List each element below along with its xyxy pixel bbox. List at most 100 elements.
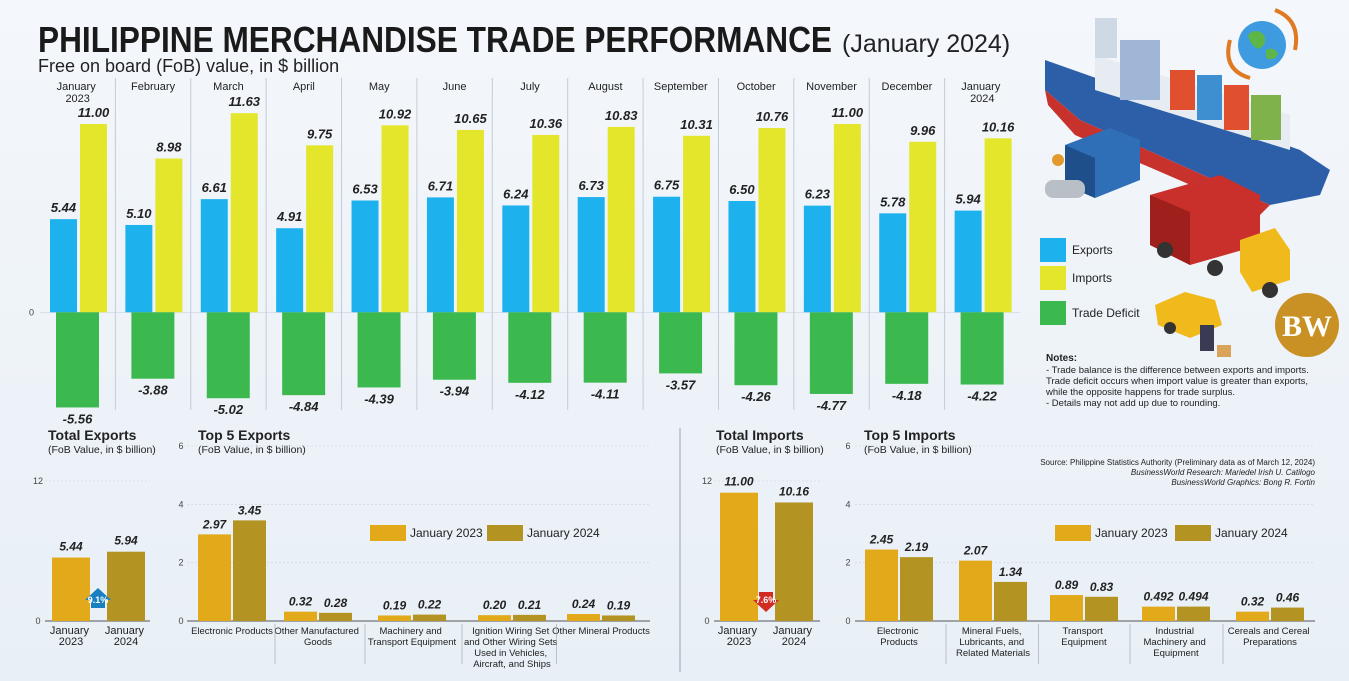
data-label: 0.22 xyxy=(418,598,442,612)
data-label: -4.84 xyxy=(289,399,319,414)
bar xyxy=(900,557,933,621)
bar xyxy=(125,225,152,312)
bar xyxy=(959,561,992,621)
y-tick-label: 2 xyxy=(178,558,183,568)
data-label: -3.94 xyxy=(440,384,470,399)
x-tick-label: August xyxy=(588,81,622,93)
chart-title: Total Imports xyxy=(716,427,804,443)
bar xyxy=(865,550,898,621)
data-label: 0.32 xyxy=(289,595,313,609)
bar xyxy=(378,615,411,621)
x-tick-label: Electronic Products xyxy=(191,626,273,637)
data-label: 0.19 xyxy=(607,598,631,612)
y-tick-label: 12 xyxy=(33,476,43,486)
y-tick-label: 4 xyxy=(845,499,850,509)
data-label: -4.12 xyxy=(515,387,545,402)
y-tick-label: 4 xyxy=(178,499,183,509)
y-tick-label: 0 xyxy=(29,307,34,317)
data-label: -4.26 xyxy=(741,389,771,404)
x-tick-label: Transport Equipment xyxy=(1061,626,1107,648)
bar xyxy=(52,558,90,621)
data-label: 11.00 xyxy=(78,105,110,120)
chart-subtitle: (FoB Value, in $ billion) xyxy=(48,444,156,456)
chart-title-note: (January 2024) xyxy=(842,30,1010,58)
data-label: 4.91 xyxy=(276,209,302,224)
legend-swatch xyxy=(370,525,406,541)
chart-title: Top 5 Imports xyxy=(864,427,956,443)
bar xyxy=(834,124,861,312)
data-label: 8.98 xyxy=(156,140,182,155)
data-label: 9.75 xyxy=(307,126,333,141)
data-label: 0.21 xyxy=(518,598,542,612)
bar xyxy=(502,205,529,312)
data-label: 0.46 xyxy=(1276,591,1300,605)
bar xyxy=(207,312,250,398)
data-label: 0.24 xyxy=(572,597,596,611)
data-label: 5.44 xyxy=(51,200,77,215)
bar xyxy=(413,615,446,621)
bar xyxy=(513,615,546,621)
legend-label: January 2024 xyxy=(1215,526,1288,540)
bar xyxy=(758,128,785,312)
bar xyxy=(358,312,401,387)
x-tick-label: Other Mineral Products xyxy=(552,626,650,637)
data-label: 5.78 xyxy=(880,194,906,209)
legend-label: January 2024 xyxy=(527,526,600,540)
y-tick-label: 12 xyxy=(702,476,712,486)
change-label: 9.1% xyxy=(88,595,109,605)
y-tick-label: 0 xyxy=(178,616,183,626)
data-label: 1.34 xyxy=(999,565,1023,579)
bar xyxy=(201,199,228,312)
data-label: 2.45 xyxy=(869,533,894,547)
data-label: 10.76 xyxy=(756,109,789,124)
bar xyxy=(107,552,145,621)
legend-swatch xyxy=(487,525,523,541)
source-line: Source: Philippine Statistics Authority … xyxy=(1040,458,1315,467)
data-label: 0.83 xyxy=(1090,580,1114,594)
bar xyxy=(985,138,1012,312)
legend-swatch xyxy=(1040,301,1066,325)
data-label: -4.77 xyxy=(817,398,847,413)
data-label: 0.28 xyxy=(324,596,348,610)
data-label: 10.16 xyxy=(779,484,809,498)
bar xyxy=(810,312,853,394)
y-tick-label: 6 xyxy=(845,441,850,451)
data-label: 0.89 xyxy=(1055,578,1079,592)
data-label: 0.492 xyxy=(1143,590,1173,604)
source-line: BusinessWorld Graphics: Bong R. Fortin xyxy=(1171,478,1315,487)
x-tick-label: Ignition Wiring Set and Other Wiring Set… xyxy=(464,626,560,670)
x-tick-label: November xyxy=(806,81,857,93)
data-label: 2.07 xyxy=(963,544,989,558)
bar xyxy=(1177,607,1210,621)
bar xyxy=(885,312,928,384)
data-label: 10.92 xyxy=(379,106,412,121)
legend-label: January 2023 xyxy=(1095,526,1168,540)
bar xyxy=(653,197,680,313)
bar xyxy=(602,615,635,621)
bar xyxy=(80,124,107,312)
bar xyxy=(584,312,627,382)
bar xyxy=(433,312,476,379)
bar xyxy=(457,130,484,312)
bar xyxy=(567,614,600,621)
data-label: -4.22 xyxy=(967,389,997,404)
bar xyxy=(608,127,635,312)
bar xyxy=(728,201,755,312)
bar xyxy=(879,213,906,312)
bar xyxy=(683,136,710,313)
data-label: 9.96 xyxy=(910,123,936,138)
data-label: -4.39 xyxy=(364,391,394,406)
chart-subtitle: Free on board (FoB) value, in $ billion xyxy=(38,56,339,76)
data-label: 0.32 xyxy=(1241,595,1265,609)
change-label: 7.6% xyxy=(756,595,777,605)
data-label: 6.50 xyxy=(729,182,755,197)
x-tick-label: February xyxy=(131,81,176,93)
bar xyxy=(382,125,409,312)
x-tick-label: Mineral Fuels, Lubricants, and Related M… xyxy=(956,626,1030,659)
bar xyxy=(306,145,333,312)
data-label: -4.18 xyxy=(892,388,922,403)
source-line: BusinessWorld Research: Mariedel Irish U… xyxy=(1131,468,1316,477)
bar xyxy=(56,312,99,407)
data-label: 11.00 xyxy=(832,105,864,120)
y-tick-label: 0 xyxy=(845,616,850,626)
